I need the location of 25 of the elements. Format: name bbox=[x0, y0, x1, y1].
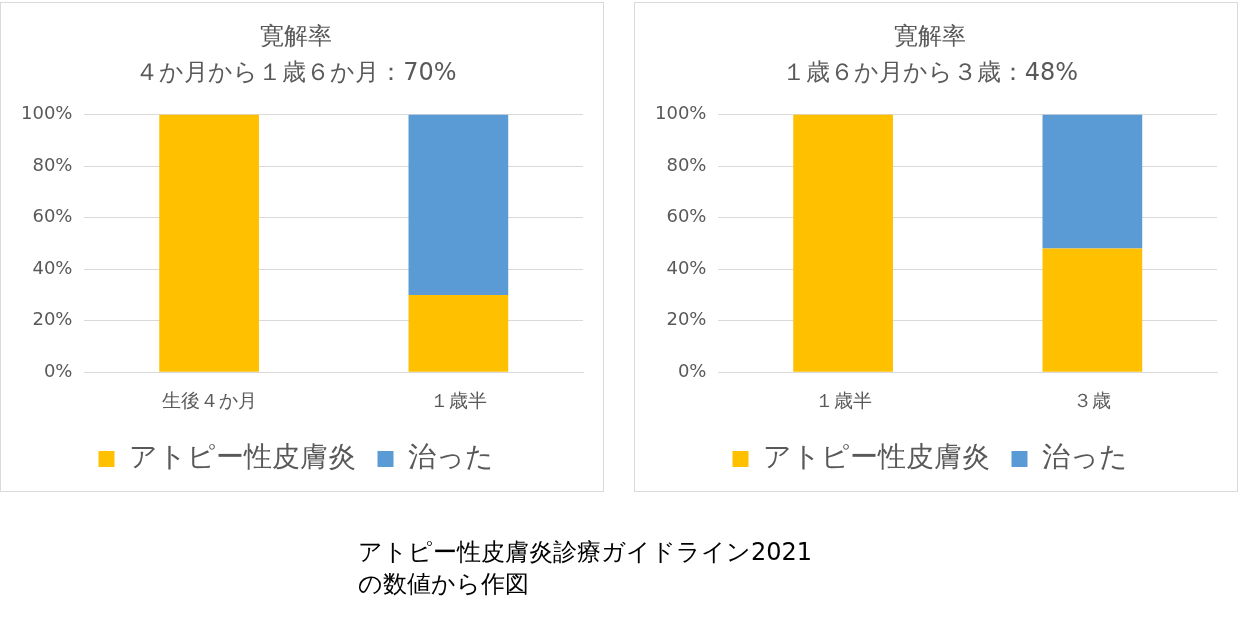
y-tick-label: 80% bbox=[32, 153, 73, 175]
chart-title: 寛解率 bbox=[894, 21, 966, 50]
chart-title: 寛解率 bbox=[260, 21, 332, 50]
text: アトピー性皮膚炎診療ガイドライン2021 の数値から作図 bbox=[358, 537, 814, 600]
chart-subtitle: ４か月から１歳６か月：70% bbox=[135, 58, 457, 87]
x-tick-label: １歳半 bbox=[814, 388, 872, 411]
y-tick-label: 100% bbox=[20, 102, 73, 124]
x-tick-label: ３歳 bbox=[1073, 388, 1112, 411]
y-tick-label: 80% bbox=[666, 153, 707, 175]
y-tick-label: 0% bbox=[677, 359, 707, 381]
x-tick-label: 生後４か月 bbox=[161, 388, 257, 411]
y-tick-label: 40% bbox=[32, 256, 73, 278]
legend-label: 治った bbox=[407, 440, 494, 474]
y-tick-label: 60% bbox=[666, 205, 707, 227]
x-tick-label: １歳半 bbox=[429, 388, 487, 411]
y-tick-label: 40% bbox=[666, 256, 707, 278]
legend-label: アトピー性皮膚炎 bbox=[762, 440, 990, 474]
y-tick-label: 0% bbox=[43, 359, 73, 381]
y-tick-label: 100% bbox=[654, 102, 707, 124]
y-tick-label: 60% bbox=[32, 205, 73, 227]
y-tick-label: 20% bbox=[32, 308, 73, 330]
y-tick-label: 20% bbox=[666, 308, 707, 330]
chart-subtitle: １歳６か月から３歳：48% bbox=[781, 58, 1079, 87]
legend-label: アトピー性皮膚炎 bbox=[128, 440, 356, 474]
legend-label: 治った bbox=[1041, 440, 1128, 474]
